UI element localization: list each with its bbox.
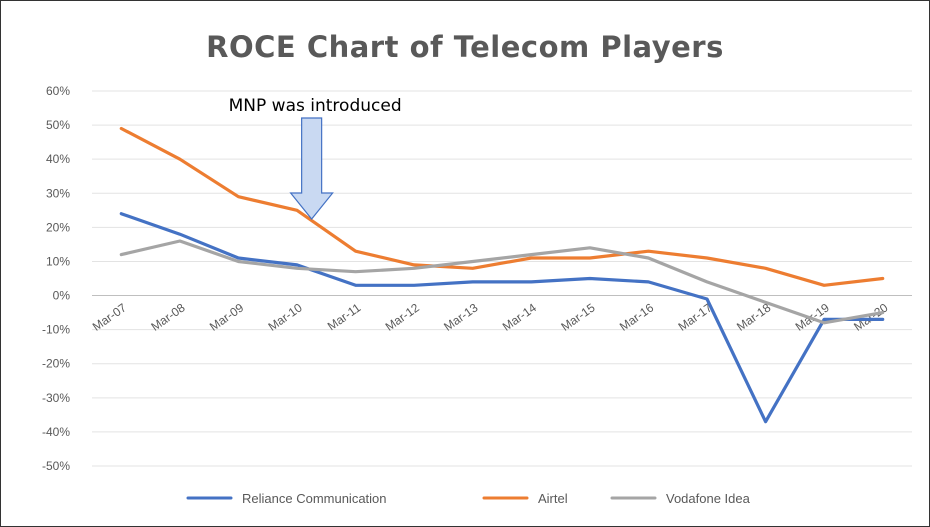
y-tick-label: -10% — [42, 323, 70, 337]
annotation-mnp: MNP was introduced — [229, 96, 402, 116]
mnp-arrow — [289, 117, 334, 220]
y-tick-label: 50% — [46, 118, 70, 132]
x-tick-label: Mar-13 — [441, 300, 480, 333]
x-tick-label: Mar-08 — [148, 300, 187, 333]
x-tick-label: Mar-14 — [500, 300, 539, 333]
x-tick-label: Mar-11 — [325, 300, 364, 333]
x-tick-label: Mar-16 — [617, 300, 656, 333]
x-tick-label: Mar-10 — [266, 300, 305, 333]
legend-item-label: Vodafone Idea — [666, 491, 751, 506]
series-line-vodafone-idea — [119, 239, 885, 325]
x-tick-label: Mar-07 — [90, 300, 129, 333]
y-tick-label: 30% — [46, 186, 70, 200]
y-tick-label: 40% — [46, 152, 70, 166]
y-tick-label: -30% — [42, 391, 70, 405]
y-tick-label: 0% — [53, 289, 71, 303]
y-tick-label: 10% — [46, 254, 70, 268]
x-tick-label: Mar-09 — [207, 300, 246, 333]
y-tick-label: -40% — [42, 425, 70, 439]
y-tick-label: -20% — [42, 357, 70, 371]
series-line-airtel — [119, 126, 885, 287]
legend-item-label: Airtel — [538, 491, 568, 506]
y-tick-label: 20% — [46, 220, 70, 234]
x-tick-label: Mar-12 — [383, 300, 422, 333]
legend-item-label: Reliance Communication — [242, 491, 387, 506]
y-tick-label: 60% — [46, 84, 70, 98]
chart-title: ROCE Chart of Telecom Players — [206, 30, 724, 64]
x-tick-label: Mar-15 — [558, 300, 597, 333]
y-tick-label: -50% — [42, 459, 70, 473]
series-line-reliance-communication — [119, 212, 885, 424]
x-tick-label: Mar-18 — [734, 300, 773, 333]
